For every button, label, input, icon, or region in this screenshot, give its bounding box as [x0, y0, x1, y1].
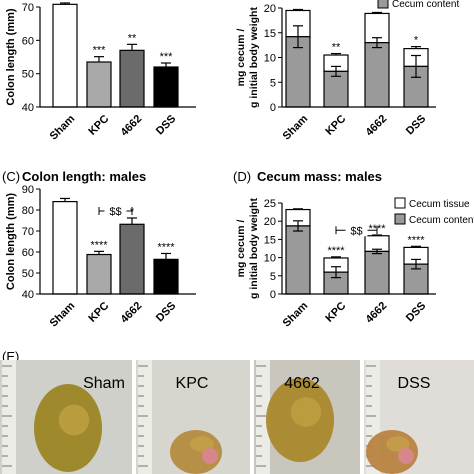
significance-marker: ** — [332, 42, 341, 54]
bar-sham — [52, 3, 78, 108]
panel-c-colon-length-males: (C)Colon length: males*********$$4050607… — [2, 169, 196, 330]
bar-4662 — [119, 223, 145, 295]
specimen-highlight — [386, 436, 410, 452]
significance-marker: ** — [128, 32, 137, 44]
legend-label: Cecum content — [392, 0, 459, 10]
significance-marker: *** — [93, 45, 107, 57]
significance-marker: *** — [160, 51, 174, 63]
y-tick-label: 70 — [22, 226, 34, 238]
y-axis-label: Colon length (mm) — [5, 8, 17, 105]
bracket-label: $$ — [350, 225, 362, 237]
y-tick-label: 50 — [22, 268, 34, 280]
x-tick-label: 4662 — [119, 113, 145, 139]
bar-content-sham — [285, 225, 311, 295]
x-tick-label: Sham — [281, 300, 311, 330]
y-tick-label: 25 — [264, 198, 276, 210]
panel-label: (C) — [2, 169, 20, 184]
ruler-strip — [138, 360, 152, 474]
bracket-label-bg — [104, 204, 127, 218]
photo-label: 4662 — [284, 375, 320, 392]
legend-swatch — [394, 197, 406, 209]
y-tick-label: 60 — [22, 247, 34, 259]
y-tick-label: 40 — [22, 102, 34, 114]
bracket-label: $$ — [109, 206, 121, 218]
x-tick-label: 4662 — [364, 300, 390, 326]
bar-sham — [52, 201, 78, 295]
x-tick-label: Sham — [48, 113, 78, 143]
y-tick-label: 15 — [264, 234, 276, 246]
y-tick-label: 90 — [22, 184, 34, 196]
bar-content-4662 — [364, 42, 390, 108]
y-tick-label: 0 — [270, 289, 276, 301]
y-tick-label: 10 — [264, 53, 276, 65]
chart-title: Colon length: males — [22, 169, 146, 184]
panel-label: (D) — [233, 169, 251, 184]
ruler-strip — [2, 360, 16, 474]
y-axis-label: Colon length (mm) — [5, 193, 17, 290]
y-tick-label: 20 — [264, 216, 276, 228]
ruler-strip — [256, 360, 270, 474]
bar-kpc — [86, 61, 112, 108]
significance-marker: **** — [157, 241, 175, 253]
chart-title: Cecum mass: males — [257, 169, 382, 184]
y-tick-label: 60 — [22, 35, 34, 47]
bar-content-kpc — [323, 70, 349, 108]
y-tick-label: 50 — [22, 69, 34, 81]
x-tick-label: DSS — [404, 113, 428, 137]
y-axis-label-line-2: g initial body weight — [248, 7, 260, 108]
bar-4662 — [119, 49, 145, 108]
x-tick-label: Sham — [281, 113, 311, 143]
x-tick-label: DSS — [154, 113, 178, 137]
colon-end — [202, 448, 218, 464]
panel-e-photo-strip: (E)Sham KPC 4662 DSS — [0, 349, 474, 474]
bar-content-4662 — [364, 250, 390, 295]
legend-label: Cecum content — [409, 215, 474, 226]
y-tick-label: 20 — [264, 3, 276, 15]
significance-marker: **** — [327, 245, 345, 257]
x-tick-label: 4662 — [364, 113, 390, 139]
x-tick-label: KPC — [86, 300, 111, 325]
x-tick-label: DSS — [404, 300, 428, 324]
x-tick-label: Sham — [48, 300, 78, 330]
significance-marker: **** — [90, 239, 108, 251]
colon-end — [398, 448, 414, 464]
significance-marker: * — [414, 35, 419, 47]
bracket-label-bg — [345, 223, 368, 237]
y-axis-label-line-1: mg cecum / — [235, 220, 247, 278]
y-tick-label: 80 — [22, 205, 34, 217]
photo-label: Sham — [83, 375, 125, 392]
y-axis-label-line-2: g initial body weight — [248, 198, 260, 299]
significance-marker: **** — [407, 234, 425, 246]
legend-swatch — [377, 0, 389, 9]
bar-dss — [153, 258, 179, 295]
legend-swatch — [394, 213, 406, 225]
x-tick-label: KPC — [323, 113, 348, 138]
y-tick-label: 40 — [22, 289, 34, 301]
y-tick-label: 10 — [264, 253, 276, 265]
bar-kpc — [86, 253, 112, 295]
panel-d-cecum-mass-males: (D) Cecum mass: males************$$051015… — [233, 169, 474, 330]
y-tick-label: 5 — [270, 77, 276, 89]
x-tick-label: KPC — [86, 113, 111, 138]
bar-content-sham — [285, 36, 311, 108]
x-tick-label: KPC — [323, 300, 348, 325]
photo-label: DSS — [398, 375, 431, 392]
specimen-highlight — [58, 404, 90, 436]
x-tick-label: 4662 — [119, 300, 145, 326]
y-axis-label-line-1: mg cecum / — [235, 29, 247, 87]
legend-label: Cecum tissue — [409, 199, 470, 210]
y-tick-label: 70 — [22, 2, 34, 14]
y-tick-label: 15 — [264, 28, 276, 40]
x-tick-label: DSS — [154, 300, 178, 324]
y-tick-label: 0 — [270, 102, 276, 114]
photo-label: KPC — [176, 375, 209, 392]
specimen-highlight — [190, 436, 214, 452]
specimen-highlight — [290, 397, 322, 427]
bar-dss — [153, 66, 179, 108]
y-tick-label: 5 — [270, 271, 276, 283]
